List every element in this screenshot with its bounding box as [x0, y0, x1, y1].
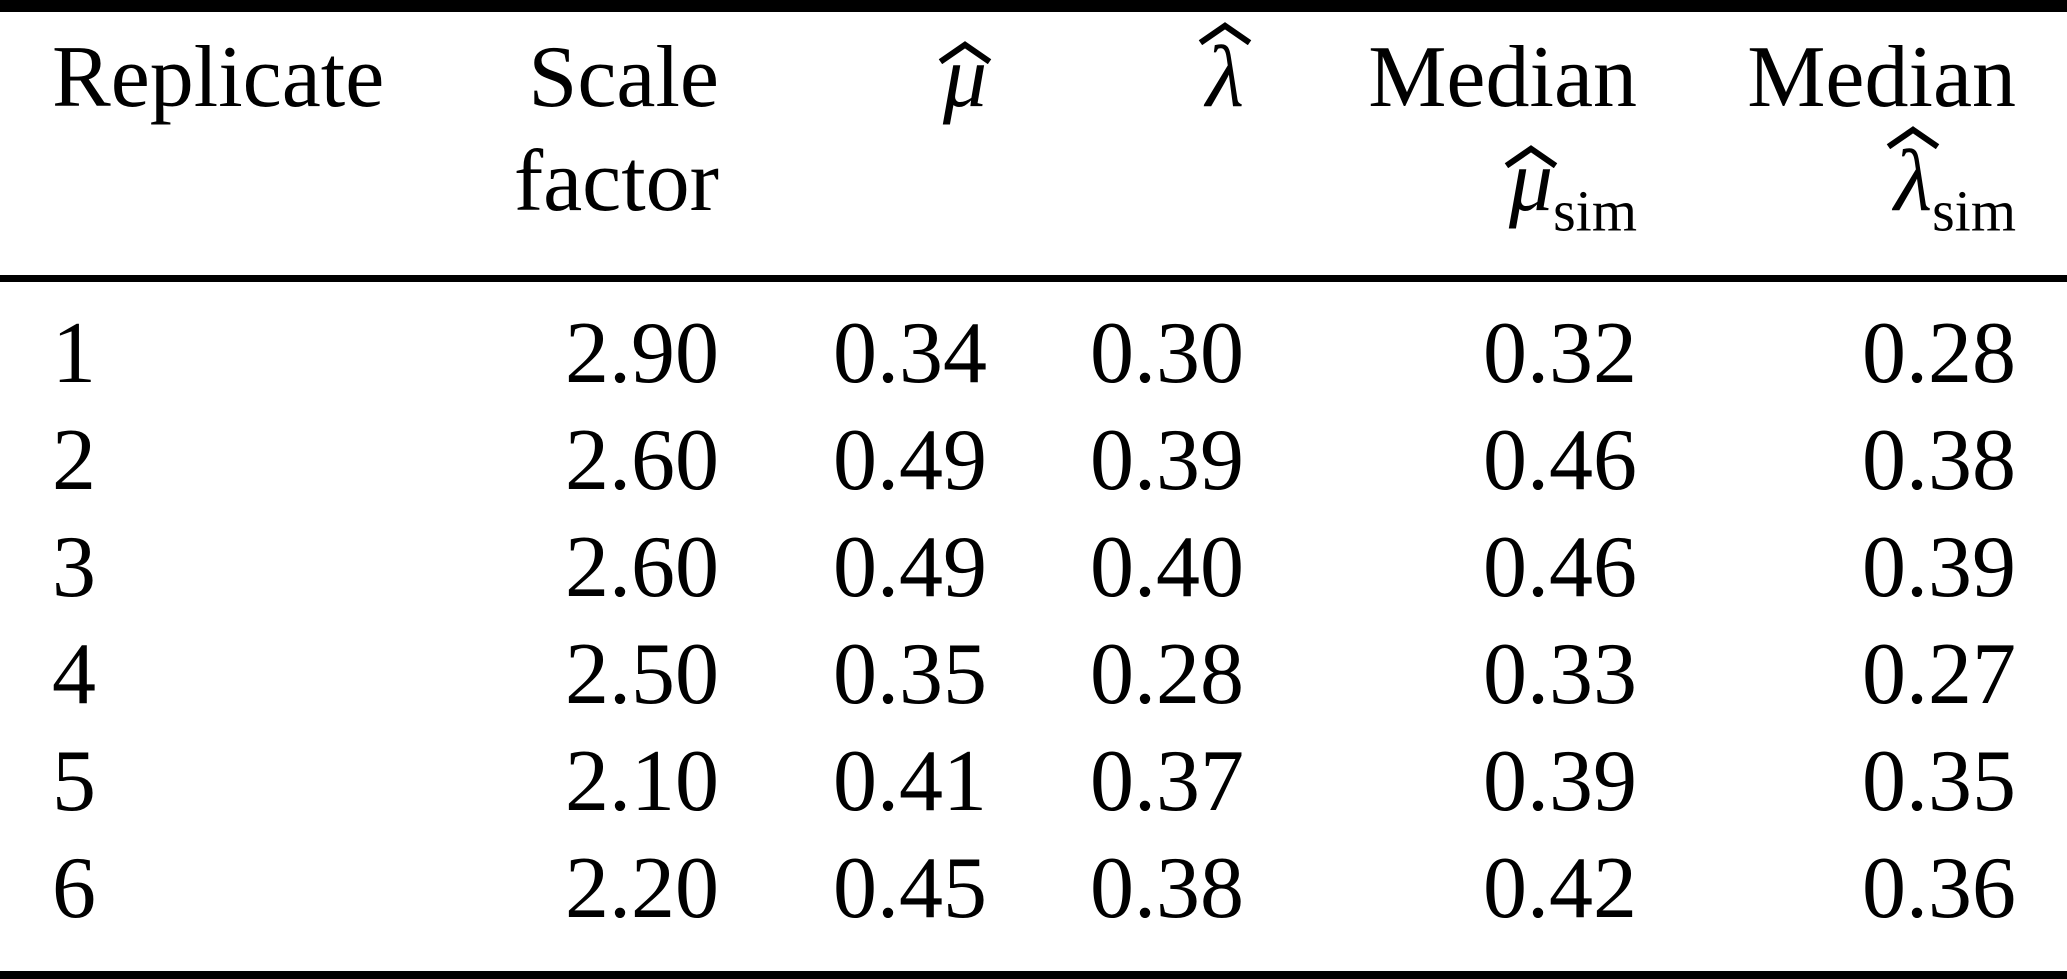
table-row: 4 2.50 0.35 0.28 0.33 0.27 [0, 621, 2067, 728]
lambda-letter: λ [1205, 29, 1244, 126]
cell-mu-hat: 0.49 [833, 412, 987, 509]
column-header-median-lambda-sim: Median λ sim [1637, 26, 2016, 275]
cell-median-mu-sim: 0.33 [1483, 626, 1637, 723]
cell-median-lambda-sim: 0.28 [1862, 305, 2016, 402]
lambda-hat-symbol: λ [987, 21, 1252, 130]
cell-mu-hat: 0.49 [833, 519, 987, 616]
hat-icon [1504, 145, 1558, 168]
mu-hat-symbol: μ [719, 26, 992, 130]
table-row: 1 2.90 0.34 0.30 0.32 0.28 [0, 300, 2067, 407]
cell-median-lambda-sim: 0.35 [1862, 733, 2016, 830]
mu-hat-sim-symbol: μ sim [1244, 130, 1637, 243]
cell-mu-hat: 0.34 [833, 305, 987, 402]
median-label: Median [1747, 29, 2016, 126]
cell-mu-hat: 0.45 [833, 840, 987, 937]
cell-lambda-hat: 0.38 [1090, 840, 1244, 937]
table-row: 5 2.10 0.41 0.37 0.39 0.35 [0, 728, 2067, 835]
hat-icon [1886, 125, 1940, 149]
cell-median-mu-sim: 0.46 [1483, 519, 1637, 616]
sim-subscript: sim [1553, 178, 1637, 244]
cell-replicate: 5 [52, 733, 96, 830]
column-header-replicate: Replicate [0, 26, 460, 275]
column-header-factor-label: factor [513, 133, 719, 230]
cell-scale-factor: 2.10 [565, 733, 719, 830]
table-body: 1 2.90 0.34 0.30 0.32 0.28 2 2.60 0.49 0… [0, 282, 2067, 971]
cell-median-mu-sim: 0.42 [1483, 840, 1637, 937]
column-header-replicate-label: Replicate [52, 29, 385, 126]
table-mid-rule [0, 275, 2067, 282]
column-header-lambda-hat: λ [987, 21, 1252, 275]
cell-mu-hat: 0.35 [833, 626, 987, 723]
cell-replicate: 1 [52, 305, 96, 402]
table-top-rule [0, 0, 2067, 12]
cell-replicate: 2 [52, 412, 96, 509]
column-header-mu-hat: μ [719, 26, 992, 275]
table-header-row: Replicate Scale factor μ λ Median [0, 12, 2067, 275]
median-label: Median [1368, 29, 1637, 126]
cell-replicate: 6 [52, 840, 96, 937]
hat-icon [1198, 21, 1252, 45]
cell-scale-factor: 2.20 [565, 840, 719, 937]
hat-icon [938, 41, 992, 64]
table-row: 2 2.60 0.49 0.39 0.46 0.38 [0, 407, 2067, 514]
table-row: 6 2.20 0.45 0.38 0.42 0.36 [0, 835, 2067, 942]
cell-median-mu-sim: 0.39 [1483, 733, 1637, 830]
lambda-hat-sim-symbol: λ sim [1637, 125, 2016, 243]
cell-mu-hat: 0.41 [833, 733, 987, 830]
cell-median-lambda-sim: 0.27 [1862, 626, 2016, 723]
cell-median-mu-sim: 0.32 [1483, 305, 1637, 402]
cell-median-lambda-sim: 0.36 [1862, 840, 2016, 937]
cell-lambda-hat: 0.39 [1090, 412, 1244, 509]
column-header-scale-factor: Scale factor [460, 26, 719, 275]
cell-lambda-hat: 0.28 [1090, 626, 1244, 723]
lambda-letter: λ [1893, 133, 1933, 230]
cell-scale-factor: 2.50 [565, 626, 719, 723]
cell-lambda-hat: 0.30 [1090, 305, 1244, 402]
column-header-median-mu-sim: Median μ sim [1244, 26, 1637, 275]
cell-replicate: 4 [52, 626, 96, 723]
sim-subscript: sim [1932, 178, 2016, 244]
table-bottom-rule [0, 971, 2067, 979]
cell-median-lambda-sim: 0.39 [1862, 519, 2016, 616]
cell-median-mu-sim: 0.46 [1483, 412, 1637, 509]
column-header-scale-label: Scale [528, 29, 719, 126]
cell-replicate: 3 [52, 519, 96, 616]
cell-scale-factor: 2.60 [565, 519, 719, 616]
cell-lambda-hat: 0.37 [1090, 733, 1244, 830]
cell-median-lambda-sim: 0.38 [1862, 412, 2016, 509]
cell-scale-factor: 2.90 [565, 305, 719, 402]
cell-lambda-hat: 0.40 [1090, 519, 1244, 616]
table-row: 3 2.60 0.49 0.40 0.46 0.39 [0, 514, 2067, 621]
cell-scale-factor: 2.60 [565, 412, 719, 509]
